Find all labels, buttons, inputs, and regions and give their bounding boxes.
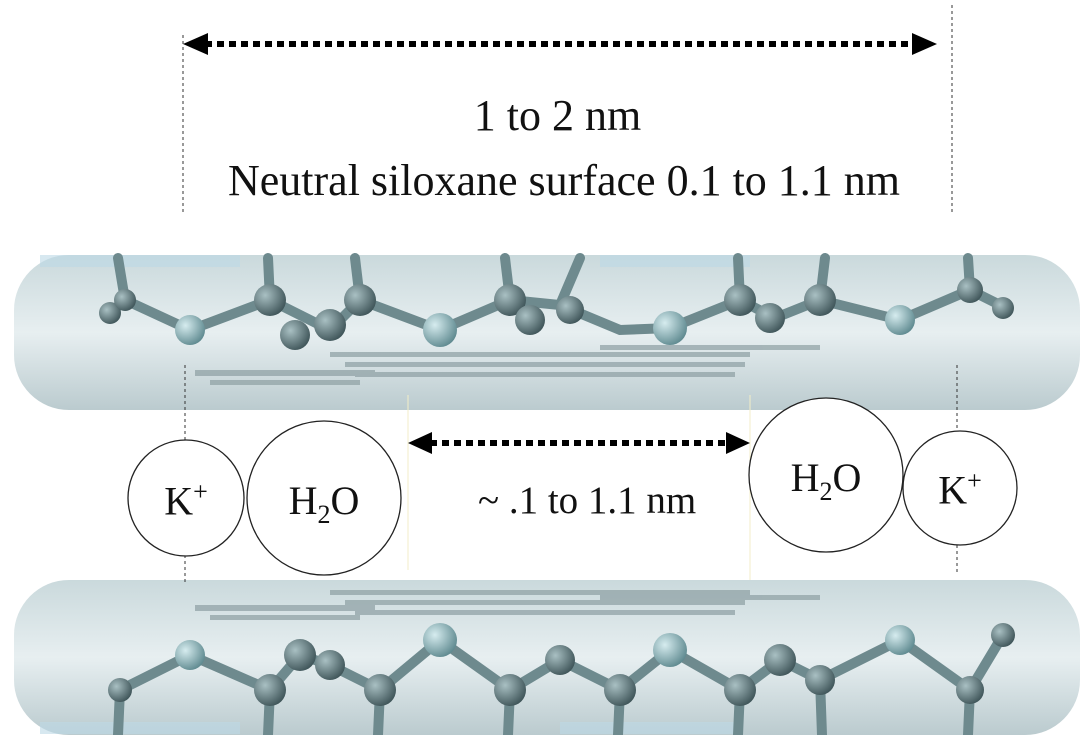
water-circle-right [748,397,904,553]
outer-distance-label: 1 to 2 nm [473,91,642,140]
water-circle-left [246,420,402,576]
water-label-left: H2O [288,478,360,529]
inner-distance-label: ~ .1 to 1.1 nm [478,479,697,522]
k-ion-label-right: K+ [938,466,982,513]
k-ion-circle-right [902,430,1018,546]
bottom-clay-layer [14,580,1080,735]
siloxane-label: Neutral siloxane surface 0.1 to 1.1 nm [227,156,901,205]
k-ion-label-left: K+ [164,477,208,524]
k-ion-circle-left [127,439,245,557]
inner-distance-arrow [408,432,750,454]
outer-distance-arrow [183,33,937,55]
top-clay-layer [14,253,1080,410]
water-label-right: H2O [790,455,862,506]
guide-lines [182,5,958,585]
